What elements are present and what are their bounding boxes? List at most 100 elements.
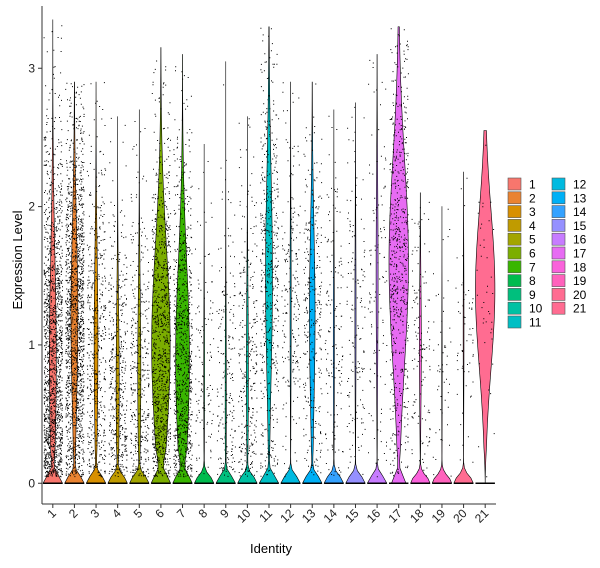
violin-shape-21 (475, 130, 496, 484)
y-tick-label: 3 (28, 61, 35, 75)
legend-swatch (551, 288, 566, 301)
legend-swatch (507, 274, 522, 287)
legend-label: 16 (573, 233, 587, 247)
violin-shape-16 (366, 54, 388, 484)
violin-shape-17 (388, 26, 409, 484)
violin-shape-12 (280, 81, 301, 484)
legend-item-16: 16 (551, 233, 587, 247)
y-axis-title: Expression Level (10, 210, 25, 309)
legend-swatch (551, 219, 566, 232)
violin-14 (323, 109, 345, 485)
legend-item-2: 2 (507, 191, 536, 205)
legend-swatch (551, 191, 566, 205)
legend-swatch (551, 301, 566, 315)
x-tick-label: 5 (131, 506, 146, 521)
y-tick-label: 2 (28, 200, 35, 214)
x-tick-label: 18 (407, 506, 427, 526)
violin-19 (431, 206, 453, 485)
legend-label: 5 (529, 233, 536, 247)
x-tick-label: 3 (88, 506, 103, 521)
legend-swatch (507, 301, 522, 315)
violin-shape-19 (431, 206, 453, 484)
violin-shape-20 (453, 171, 474, 484)
violin-shape-1 (42, 19, 64, 484)
legend-label: 17 (573, 247, 587, 261)
legend-swatch (507, 177, 522, 191)
legend-label: 8 (529, 274, 536, 288)
x-tick-label: 12 (277, 506, 297, 526)
legend-item-18: 18 (551, 260, 587, 274)
violin-7 (172, 54, 193, 485)
jitter-points-21 (476, 144, 495, 478)
violin-shape-8 (193, 144, 215, 484)
jitter-points-7 (173, 66, 193, 478)
legend-swatch (507, 260, 522, 274)
violin-16 (366, 54, 388, 485)
violin-shape-3 (85, 81, 107, 484)
x-tick-label: 15 (342, 506, 362, 526)
jitter-points-2 (65, 82, 85, 478)
legend-item-3: 3 (507, 205, 536, 219)
legend-item-14: 14 (551, 205, 587, 219)
x-tick-label: 13 (299, 506, 319, 526)
violin-15 (345, 102, 366, 485)
violin-shape-9 (215, 61, 236, 484)
legend-label: 6 (529, 247, 536, 261)
x-tick-label: 16 (364, 506, 384, 526)
legend-swatch (507, 219, 522, 232)
x-tick-label: 11 (256, 506, 275, 525)
violin-20 (453, 171, 474, 485)
jitter-points-11 (259, 27, 280, 477)
legend-label: 15 (573, 219, 587, 233)
legend-label: 12 (573, 178, 587, 192)
legend-swatch (507, 315, 522, 329)
legend-swatch (507, 232, 522, 246)
legend-item-6: 6 (507, 247, 536, 261)
legend-item-15: 15 (551, 219, 587, 233)
jitter-points-6 (151, 60, 172, 478)
legend-label: 9 (529, 288, 536, 302)
legend-swatch (507, 288, 522, 301)
y-tick-label: 1 (28, 338, 35, 352)
legend-label: 4 (529, 219, 536, 233)
jitter-points-17 (389, 28, 409, 477)
legend-item-17: 17 (551, 247, 587, 261)
legend-swatch (507, 191, 522, 205)
legend-swatch (551, 260, 566, 274)
x-tick-label: 8 (196, 506, 211, 521)
legend-label: 20 (573, 288, 587, 302)
violin-18 (410, 192, 431, 485)
x-axis: 1 2 3 4 5 6 7 8 9 10 11 12 13 14 15 16 17 18 19 20 21 (42, 503, 496, 526)
violin-3 (85, 81, 107, 485)
legend-item-9: 9 (507, 288, 536, 302)
x-tick-label: 4 (109, 506, 124, 521)
legend-label: 19 (573, 274, 587, 288)
legend-swatch (507, 205, 522, 218)
violin-shape-10 (237, 116, 258, 484)
legend-item-21: 21 (551, 301, 587, 316)
violin-2 (64, 81, 85, 485)
violin-shape-13 (302, 81, 323, 484)
legend-label: 18 (573, 260, 587, 274)
violin-1 (42, 19, 64, 485)
x-tick-label: 14 (321, 506, 341, 526)
violin-6 (150, 47, 172, 485)
violin-shape-11 (258, 26, 280, 484)
x-tick-label: 6 (152, 506, 167, 521)
x-tick-label: 7 (174, 506, 189, 521)
legend-label: 7 (529, 260, 536, 274)
violin-9 (215, 61, 236, 485)
violin-shape-15 (345, 102, 366, 484)
legend-label: 1 (529, 178, 536, 192)
x-axis-title: Identity (250, 541, 292, 556)
violin-21 (475, 130, 496, 485)
violin-5 (129, 109, 150, 485)
legend-swatch (551, 177, 566, 191)
legend-label: 3 (529, 205, 536, 219)
legend-item-20: 20 (551, 288, 587, 302)
violin-17 (388, 26, 409, 485)
legend-item-19: 19 (551, 274, 587, 288)
violin-10 (237, 116, 258, 485)
